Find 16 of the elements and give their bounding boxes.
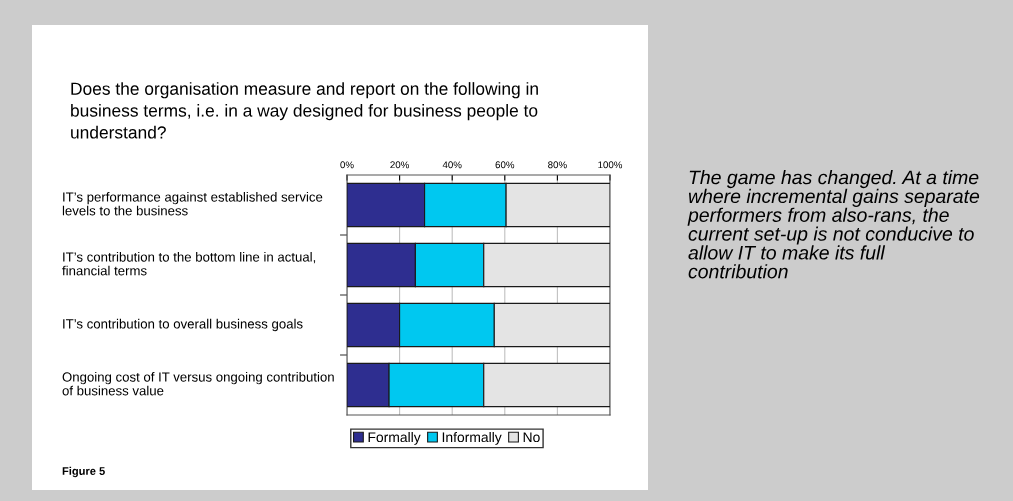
y-tick-label: IT’s contribution to the bottom line in actual, financial terms: [62, 251, 316, 276]
legend-label: No: [523, 432, 540, 443]
chart-title: Does the organisation measure and report on the following in business terms, i.e. in a way designed for business people to understand?: [71, 82, 538, 139]
caption: Figure 5: [62, 466, 105, 478]
x-tick-label: 80%: [548, 161, 567, 169]
x-tick-label: 20%: [390, 161, 409, 169]
y-tick-label: IT’s contribution to overall business goals: [63, 318, 303, 332]
x-tick-label: 60%: [495, 161, 515, 169]
x-tick-label: 0%: [340, 161, 354, 169]
legend-label: Informally: [442, 431, 502, 445]
text: The game has changed. At a time where incremental gains separate performers from also-rans, the current set-up is not conducive to allow IT to make its full contribution: [687, 170, 980, 279]
x-tick-label: 100%: [598, 161, 623, 169]
x-tick-label: 40%: [442, 161, 462, 169]
y-tick-label: IT’s performance against established service levels to the business: [62, 191, 323, 216]
y-tick-label: Ongoing cost of IT versus ongoing contribution of business value: [62, 371, 334, 396]
legend-label: Formally: [368, 431, 421, 445]
